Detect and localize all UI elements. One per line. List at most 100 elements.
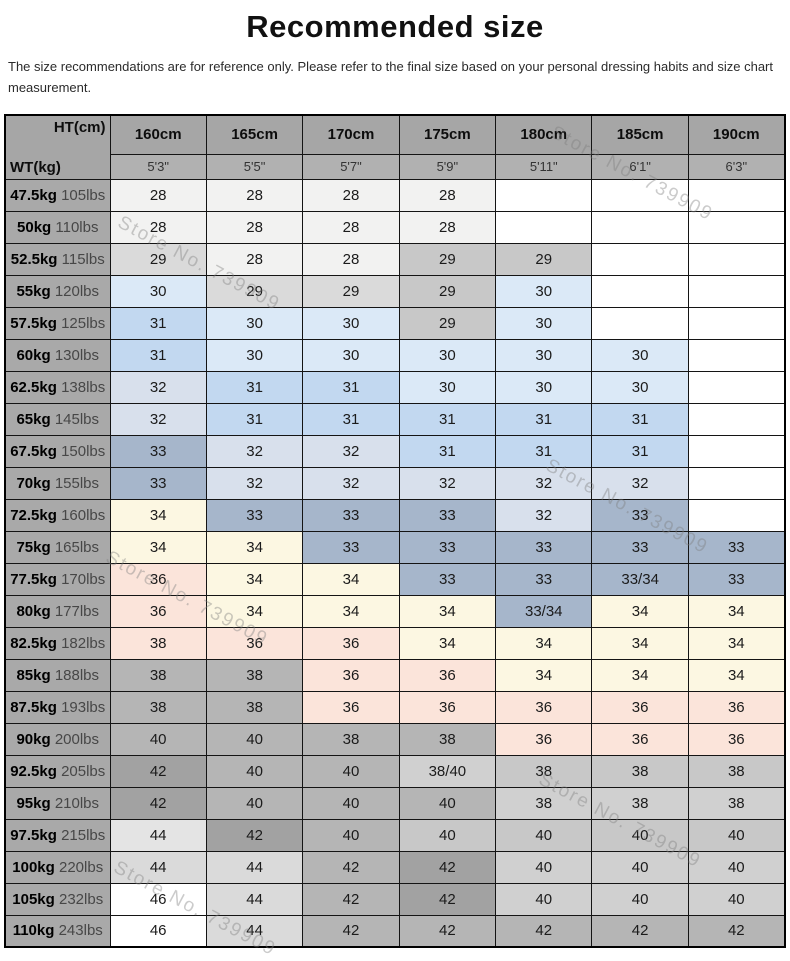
size-cell: 33 [687, 562, 786, 596]
size-cell [591, 210, 689, 244]
size-cell: 36 [495, 690, 593, 724]
size-cell: 44 [205, 850, 304, 884]
weight-cell: 47.5kg 105lbs [4, 178, 111, 212]
col-header-ft: 5'11" [495, 153, 593, 180]
size-cell [687, 434, 786, 468]
table-row: 85kg 188lbs 38 38 36 36 34 34 34 [4, 658, 786, 692]
size-cell: 33 [495, 562, 593, 596]
size-cell: 36 [109, 594, 207, 628]
weight-lbs-label: 177lbs [50, 602, 100, 620]
size-cell: 32 [495, 498, 593, 532]
height-axis-label: HT(cm) [53, 118, 106, 136]
weight-cell: 60kg 130lbs [4, 338, 111, 372]
table-row: 82.5kg 182lbs 38 36 36 34 34 34 34 [4, 626, 786, 660]
header-row-cm: HT(cm) WT(kg) 160cm 165cm 170cm 175cm 180cm 1… [4, 114, 786, 180]
weight-kg-label: 75kg [16, 538, 51, 556]
size-cell: 30 [302, 306, 400, 340]
size-cell [687, 498, 786, 532]
size-cell [687, 338, 786, 372]
weight-kg-label: 70kg [16, 474, 51, 492]
weight-cell: 72.5kg 160lbs [4, 498, 111, 532]
weight-kg-label: 87.5kg [10, 698, 57, 716]
size-cell: 33 [109, 434, 207, 468]
table-row: 90kg 200lbs 40 40 38 38 36 36 36 [4, 722, 786, 756]
weight-lbs-label: 138lbs [56, 378, 106, 396]
size-cell: 42 [398, 882, 497, 916]
table-row: 95kg 210lbs 42 40 40 40 38 38 38 [4, 786, 786, 820]
size-cell: 38 [495, 786, 593, 820]
size-cell: 34 [109, 498, 207, 532]
disclaimer-text: The size recommendations are for referen… [8, 59, 774, 95]
col-header-ft: 5'3" [109, 153, 207, 180]
size-cell: 32 [302, 466, 400, 500]
weight-kg-label: 65kg [16, 410, 51, 428]
size-cell: 30 [302, 338, 400, 372]
size-cell: 31 [205, 402, 304, 436]
weight-kg-label: 95kg [16, 794, 51, 812]
size-cell: 32 [398, 466, 497, 500]
col-header-ft: 5'5" [205, 153, 304, 180]
size-cell [495, 210, 593, 244]
size-cell: 29 [398, 274, 497, 308]
weight-cell: 92.5kg 205lbs [4, 754, 111, 788]
weight-lbs-label: 205lbs [56, 762, 106, 780]
size-cell: 40 [591, 850, 689, 884]
size-cell: 28 [302, 178, 400, 212]
size-cell: 33 [495, 530, 593, 564]
size-cell: 30 [109, 274, 207, 308]
size-cell: 42 [302, 882, 400, 916]
col-header-cm: 185cm [591, 114, 689, 155]
table-row: 55kg 120lbs 30 29 29 29 30 [4, 274, 786, 308]
table-row: 75kg 165lbs 34 34 33 33 33 33 33 [4, 530, 786, 564]
size-cell: 36 [205, 626, 304, 660]
weight-cell: 65kg 145lbs [4, 402, 111, 436]
size-cell [591, 274, 689, 308]
weight-axis-label: WT(kg) [10, 158, 61, 176]
size-cell: 32 [302, 434, 400, 468]
size-cell: 40 [495, 882, 593, 916]
size-cell: 33 [687, 530, 786, 564]
size-cell: 29 [205, 274, 304, 308]
weight-kg-label: 47.5kg [10, 186, 57, 204]
size-cell: 40 [687, 850, 786, 884]
size-cell: 33/34 [591, 562, 689, 596]
size-cell: 42 [398, 914, 497, 948]
size-cell: 30 [398, 338, 497, 372]
size-cell: 31 [398, 402, 497, 436]
size-cell: 34 [687, 594, 786, 628]
size-cell [687, 370, 786, 404]
size-cell: 28 [109, 178, 207, 212]
weight-lbs-label: 220lbs [54, 858, 104, 876]
table-row: 67.5kg 150lbs 33 32 32 31 31 31 [4, 434, 786, 468]
weight-cell: 52.5kg 115lbs [4, 242, 111, 276]
weight-lbs-label: 125lbs [56, 314, 106, 332]
size-cell [687, 274, 786, 308]
size-cell: 31 [302, 402, 400, 436]
page-title: Recommended size [246, 9, 544, 44]
size-cell: 40 [591, 818, 689, 852]
size-cell: 36 [398, 690, 497, 724]
weight-cell: 77.5kg 170lbs [4, 562, 111, 596]
size-cell [591, 242, 689, 276]
col-header-cm: 175cm [398, 114, 497, 155]
weight-kg-label: 105kg [12, 890, 55, 908]
weight-kg-label: 67.5kg [10, 442, 57, 460]
weight-kg-label: 80kg [16, 602, 51, 620]
header-row-ft: 5'3" 5'5" 5'7" 5'9" 5'11" 6'1" 6'3" [5, 153, 786, 180]
weight-lbs-label: 115lbs [57, 250, 105, 268]
weight-cell: 57.5kg 125lbs [4, 306, 111, 340]
size-cell: 34 [398, 594, 497, 628]
size-cell: 40 [398, 818, 497, 852]
size-cell: 42 [302, 850, 400, 884]
weight-cell: 75kg 165lbs [4, 530, 111, 564]
size-cell: 28 [398, 210, 497, 244]
size-cell: 28 [205, 210, 304, 244]
size-cell: 40 [302, 818, 400, 852]
size-table-body: 47.5kg 105lbs 28 28 28 28 50kg 110lbs 28 28 28 28… [4, 178, 786, 948]
size-cell: 29 [398, 306, 497, 340]
size-cell: 42 [398, 850, 497, 884]
size-cell: 38 [687, 754, 786, 788]
size-cell: 36 [591, 690, 689, 724]
size-cell: 38 [109, 690, 207, 724]
size-cell: 30 [591, 370, 689, 404]
